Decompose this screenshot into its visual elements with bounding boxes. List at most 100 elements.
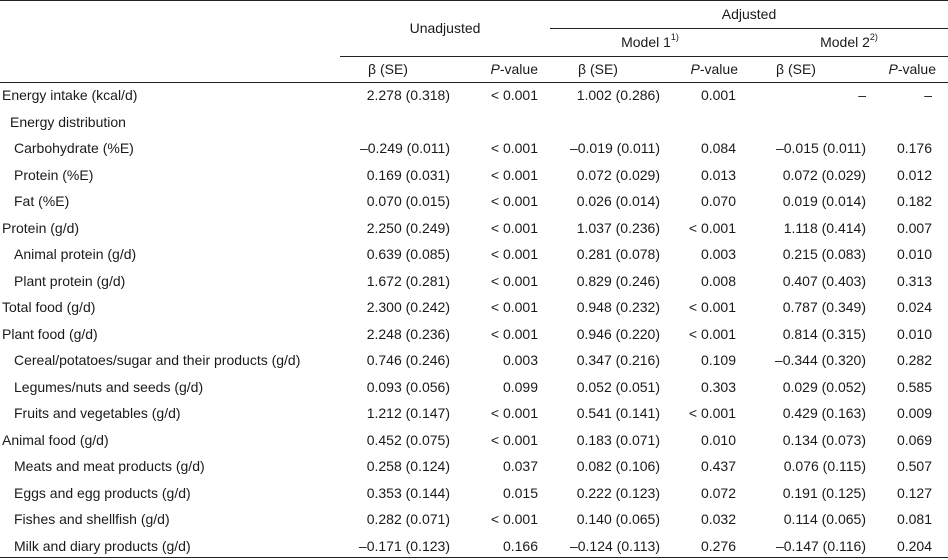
row-label: Meats and meat products (g/d) [14,458,205,474]
model2-p-cell: 0.507 [896,458,932,474]
unadjusted-p-cell: < 0.001 [490,219,538,236]
unadjusted-p-cell: < 0.001 [490,431,538,448]
model2-beta-cell: 0.072 (0.029) [782,166,866,183]
unadjusted-p-cell: 0.015 [502,484,538,501]
header-model2: Model 22) [750,32,948,52]
row-label: Milk and diary products (g/d) [14,537,191,554]
model1-beta-cell: 0.347 (0.216) [576,352,660,368]
model1-label: Model 1 [621,34,671,50]
model1-beta-cell: 1.002 (0.286) [576,87,660,103]
model2-beta-cell: 0.787 (0.349) [782,299,866,315]
model1-beta-cell: 0.222 (0.123) [576,484,660,501]
unadjusted-beta-cell: 0.093 (0.056) [366,378,450,395]
model1-p-cell: 0.003 [700,246,736,262]
model1-beta-cell: 0.281 (0.078) [576,246,660,262]
unadjusted-p-cell [408,112,538,132]
unadjusted-beta-cell: 0.282 (0.071) [366,511,450,527]
header-m2-p: P-value [840,59,936,79]
model2-p-cell [802,112,932,132]
model2-beta-cell: 0.134 (0.073) [782,431,866,448]
p-italic: P [690,61,700,77]
model2-p-cell: 0.012 [896,166,932,183]
unadjusted-p-cell: < 0.001 [490,193,538,209]
row-label: Energy intake (kcal/d) [2,87,138,103]
header-unadj-p: P-value [440,59,538,79]
model1-p-cell: 0.072 [700,484,736,501]
row-label: Animal food (g/d) [2,431,109,448]
model2-p-cell: – [924,87,932,103]
top-rule [0,0,948,1]
model2-beta-cell: 0.215 (0.083) [782,246,866,262]
p-italic: P [490,61,500,77]
model1-p-cell: < 0.001 [688,299,736,315]
unadjusted-p-cell: 0.166 [502,537,538,554]
model2-beta-cell: 0.019 (0.014) [782,193,866,209]
model1-beta-cell: 0.140 (0.065) [576,511,660,527]
model2-beta-cell: –0.015 (0.011) [775,140,866,156]
unadjusted-beta-cell: 0.746 (0.246) [366,352,450,368]
header-m1-beta: β (SE) [578,61,618,77]
model2-beta-cell: 0.191 (0.125) [782,484,866,501]
model2-beta-cell: –0.147 (0.116) [775,537,866,554]
row-label: Plant food (g/d) [2,325,98,342]
model1-beta-cell: 0.183 (0.071) [576,431,660,448]
header-m2-beta: β (SE) [776,61,816,77]
header-bottom-rule [0,82,948,83]
unadjusted-beta-cell: 0.452 (0.075) [366,431,450,448]
model2-p-cell: 0.009 [896,405,932,421]
unadjusted-beta-cell: 2.250 (0.249) [366,219,450,236]
model1-p-cell: 0.109 [700,352,736,368]
unadjusted-beta-cell: 2.300 (0.242) [366,299,450,315]
model1-beta-cell: 0.072 (0.029) [576,166,660,183]
row-label: Protein (%E) [14,166,94,183]
header-unadj-beta: β (SE) [368,61,408,77]
model1-p-cell: < 0.001 [688,325,736,342]
row-label: Fruits and vegetables (g/d) [14,405,181,421]
model2-beta-cell: 1.118 (0.414) [783,219,866,236]
model2-beta-cell: 0.429 (0.163) [782,405,866,421]
unadjusted-beta-cell: –0.171 (0.123) [358,537,450,554]
row-label: Cereal/potatoes/sugar and their products… [14,352,301,368]
row-label: Total food (g/d) [2,299,96,315]
unadjusted-p-cell: < 0.001 [490,299,538,315]
model1-p-cell: 0.008 [700,272,736,289]
model2-beta-cell: 0.114 (0.065) [783,511,866,527]
model1-beta-cell: –0.124 (0.113) [569,537,660,554]
model1-p-cell: 0.013 [700,166,736,183]
unadjusted-p-cell: < 0.001 [490,140,538,156]
p-rest: -value [699,61,738,77]
model1-footnote: 1) [670,32,679,43]
unadjusted-p-cell: < 0.001 [490,166,538,183]
unadjusted-beta-cell: –0.249 (0.011) [359,140,450,156]
model1-beta-cell: 0.026 (0.014) [576,193,660,209]
model2-p-cell: 0.081 [896,511,932,527]
row-label: Animal protein (g/d) [14,246,137,262]
model2-p-cell: 0.024 [896,299,932,315]
model2-label: Model 2 [820,34,870,50]
row-label: Fat (%E) [14,193,70,209]
header-adjusted: Adjusted [721,6,777,22]
header-model1: Model 11) [550,32,750,52]
row-label: Plant protein (g/d) [14,272,126,289]
model1-p-cell: 0.437 [700,458,736,474]
row-label: Protein (g/d) [2,219,80,236]
model2-p-cell: 0.182 [896,193,932,209]
model1-p-cell: < 0.001 [688,219,736,236]
row-label: Energy distribution [10,113,126,130]
unadjusted-beta-cell: 0.639 (0.085) [366,246,450,262]
model2-p-cell: 0.204 [896,537,932,554]
model2-beta-cell: –0.344 (0.320) [774,352,866,368]
model1-p-cell: 0.084 [700,140,736,156]
model1-beta-cell: 0.829 (0.246) [576,272,660,289]
unadjusted-beta-cell: 0.258 (0.124) [366,458,450,474]
model2-beta-cell: 0.814 (0.315) [782,325,866,342]
model1-p-cell: 0.010 [700,431,736,448]
row-label: Fishes and shellfish (g/d) [14,511,170,527]
model2-p-cell: 0.007 [896,219,932,236]
bottom-rule [0,557,948,558]
model2-beta-cell: 0.407 (0.403) [782,272,866,289]
unadjusted-p-cell: < 0.001 [490,511,538,527]
model1-p-cell: 0.276 [700,537,736,554]
unadjusted-p-cell: 0.099 [502,378,538,395]
model1-beta-cell: 0.946 (0.220) [576,325,660,342]
